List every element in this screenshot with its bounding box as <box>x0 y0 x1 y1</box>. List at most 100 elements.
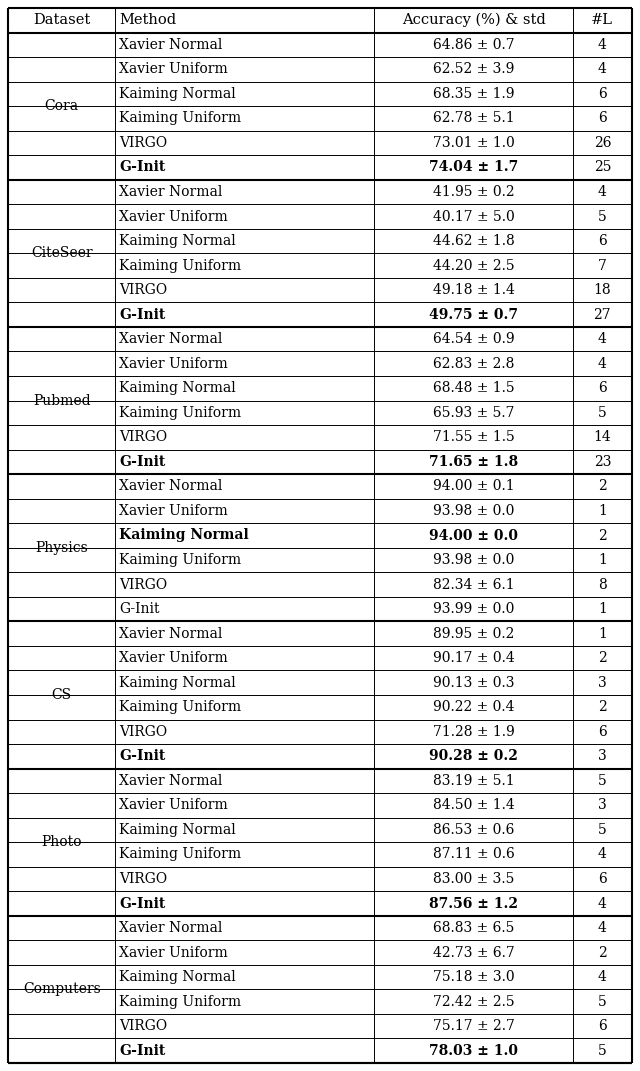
Text: 7: 7 <box>598 258 607 273</box>
Text: 44.20 ± 2.5: 44.20 ± 2.5 <box>433 258 515 273</box>
Text: Kaiming Uniform: Kaiming Uniform <box>119 847 241 861</box>
Text: 93.98 ± 0.0: 93.98 ± 0.0 <box>433 553 514 567</box>
Text: 8: 8 <box>598 577 607 591</box>
Text: G-Init: G-Init <box>119 750 166 764</box>
Text: 75.18 ± 3.0: 75.18 ± 3.0 <box>433 970 515 984</box>
Text: 71.28 ± 1.9: 71.28 ± 1.9 <box>433 725 515 739</box>
Text: 71.65 ± 1.8: 71.65 ± 1.8 <box>429 455 518 469</box>
Text: 5: 5 <box>598 406 607 420</box>
Text: 6: 6 <box>598 1020 607 1034</box>
Text: 3: 3 <box>598 676 607 690</box>
Text: 4: 4 <box>598 357 607 371</box>
Text: Kaiming Uniform: Kaiming Uniform <box>119 553 241 567</box>
Text: Computers: Computers <box>23 982 100 996</box>
Text: 6: 6 <box>598 235 607 248</box>
Text: 94.00 ± 0.1: 94.00 ± 0.1 <box>433 480 515 494</box>
Text: 5: 5 <box>598 995 607 1009</box>
Text: 68.83 ± 6.5: 68.83 ± 6.5 <box>433 921 514 935</box>
Text: 41.95 ± 0.2: 41.95 ± 0.2 <box>433 185 515 199</box>
Text: 5: 5 <box>598 210 607 224</box>
Text: 83.19 ± 5.1: 83.19 ± 5.1 <box>433 774 515 788</box>
Text: 93.98 ± 0.0: 93.98 ± 0.0 <box>433 504 514 518</box>
Text: 68.35 ± 1.9: 68.35 ± 1.9 <box>433 87 515 101</box>
Text: CS: CS <box>52 688 72 702</box>
Text: Xavier Uniform: Xavier Uniform <box>119 798 228 813</box>
Text: 6: 6 <box>598 111 607 125</box>
Text: 4: 4 <box>598 62 607 76</box>
Text: 4: 4 <box>598 185 607 199</box>
Text: 23: 23 <box>594 455 611 469</box>
Text: Dataset: Dataset <box>33 13 90 27</box>
Text: VIRGO: VIRGO <box>119 283 168 297</box>
Text: Xavier Normal: Xavier Normal <box>119 480 223 494</box>
Text: Xavier Uniform: Xavier Uniform <box>119 651 228 665</box>
Text: Kaiming Normal: Kaiming Normal <box>119 970 236 984</box>
Text: Kaiming Normal: Kaiming Normal <box>119 381 236 395</box>
Text: 64.86 ± 0.7: 64.86 ± 0.7 <box>433 37 515 51</box>
Text: VIRGO: VIRGO <box>119 725 168 739</box>
Text: 6: 6 <box>598 381 607 395</box>
Text: Cora: Cora <box>45 100 79 114</box>
Text: 84.50 ± 1.4: 84.50 ± 1.4 <box>433 798 515 813</box>
Text: Pubmed: Pubmed <box>33 393 90 408</box>
Text: 6: 6 <box>598 872 607 886</box>
Text: 78.03 ± 1.0: 78.03 ± 1.0 <box>429 1044 518 1058</box>
Text: 94.00 ± 0.0: 94.00 ± 0.0 <box>429 528 518 543</box>
Text: Photo: Photo <box>42 835 82 849</box>
Text: Kaiming Uniform: Kaiming Uniform <box>119 406 241 420</box>
Text: VIRGO: VIRGO <box>119 136 168 150</box>
Text: G-Init: G-Init <box>119 307 166 321</box>
Text: Xavier Normal: Xavier Normal <box>119 921 223 935</box>
Text: 26: 26 <box>594 136 611 150</box>
Text: 44.62 ± 1.8: 44.62 ± 1.8 <box>433 235 515 248</box>
Text: 62.78 ± 5.1: 62.78 ± 5.1 <box>433 111 515 125</box>
Text: 68.48 ± 1.5: 68.48 ± 1.5 <box>433 381 515 395</box>
Text: 74.04 ± 1.7: 74.04 ± 1.7 <box>429 161 518 175</box>
Text: Kaiming Normal: Kaiming Normal <box>119 823 236 836</box>
Text: 49.18 ± 1.4: 49.18 ± 1.4 <box>433 283 515 297</box>
Text: VIRGO: VIRGO <box>119 872 168 886</box>
Text: 2: 2 <box>598 700 607 714</box>
Text: Kaiming Uniform: Kaiming Uniform <box>119 700 241 714</box>
Text: Kaiming Uniform: Kaiming Uniform <box>119 111 241 125</box>
Text: Xavier Uniform: Xavier Uniform <box>119 504 228 518</box>
Text: Xavier Normal: Xavier Normal <box>119 774 223 788</box>
Text: 1: 1 <box>598 602 607 616</box>
Text: Xavier Normal: Xavier Normal <box>119 332 223 346</box>
Text: 14: 14 <box>593 431 611 444</box>
Text: 4: 4 <box>598 847 607 861</box>
Text: Physics: Physics <box>35 541 88 555</box>
Text: 42.73 ± 6.7: 42.73 ± 6.7 <box>433 946 515 960</box>
Text: 90.28 ± 0.2: 90.28 ± 0.2 <box>429 750 518 764</box>
Text: G-Init: G-Init <box>119 896 166 910</box>
Text: 18: 18 <box>593 283 611 297</box>
Text: 72.42 ± 2.5: 72.42 ± 2.5 <box>433 995 515 1009</box>
Text: Xavier Normal: Xavier Normal <box>119 627 223 640</box>
Text: 90.22 ± 0.4: 90.22 ± 0.4 <box>433 700 515 714</box>
Text: 93.99 ± 0.0: 93.99 ± 0.0 <box>433 602 514 616</box>
Text: 5: 5 <box>598 823 607 836</box>
Text: Kaiming Uniform: Kaiming Uniform <box>119 258 241 273</box>
Text: 25: 25 <box>594 161 611 175</box>
Text: CiteSeer: CiteSeer <box>31 246 92 260</box>
Text: Xavier Normal: Xavier Normal <box>119 185 223 199</box>
Text: 87.11 ± 0.6: 87.11 ± 0.6 <box>433 847 515 861</box>
Text: 62.52 ± 3.9: 62.52 ± 3.9 <box>433 62 514 76</box>
Text: Xavier Normal: Xavier Normal <box>119 37 223 51</box>
Text: 4: 4 <box>598 332 607 346</box>
Text: 2: 2 <box>598 528 607 543</box>
Text: Kaiming Uniform: Kaiming Uniform <box>119 995 241 1009</box>
Text: 40.17 ± 5.0: 40.17 ± 5.0 <box>433 210 515 224</box>
Text: 3: 3 <box>598 750 607 764</box>
Text: VIRGO: VIRGO <box>119 431 168 444</box>
Text: 64.54 ± 0.9: 64.54 ± 0.9 <box>433 332 515 346</box>
Text: 73.01 ± 1.0: 73.01 ± 1.0 <box>433 136 515 150</box>
Text: Kaiming Normal: Kaiming Normal <box>119 235 236 248</box>
Text: 65.93 ± 5.7: 65.93 ± 5.7 <box>433 406 515 420</box>
Text: Accuracy (%) & std: Accuracy (%) & std <box>402 13 545 28</box>
Text: 87.56 ± 1.2: 87.56 ± 1.2 <box>429 896 518 910</box>
Text: Xavier Uniform: Xavier Uniform <box>119 357 228 371</box>
Text: 4: 4 <box>598 896 607 910</box>
Text: 2: 2 <box>598 651 607 665</box>
Text: 2: 2 <box>598 480 607 494</box>
